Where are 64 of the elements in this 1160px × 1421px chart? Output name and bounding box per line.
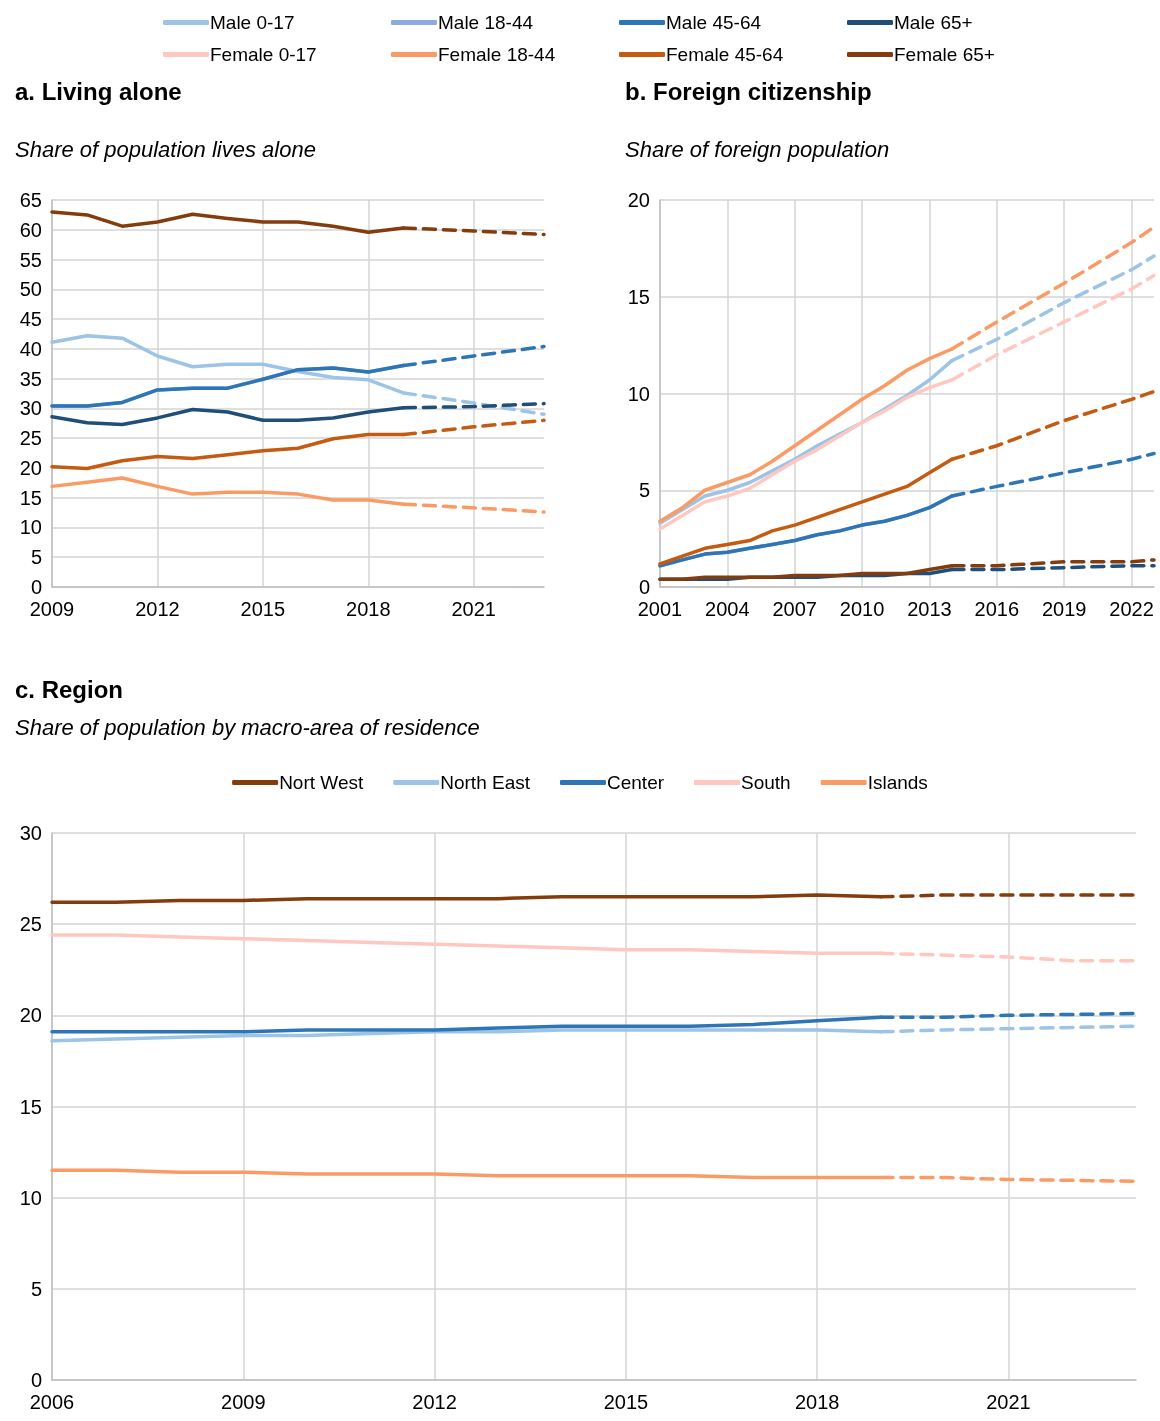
x-tick-label: 2018 [794, 1391, 840, 1413]
legend-label: South [741, 772, 791, 793]
x-tick-label: 2006 [29, 1391, 75, 1413]
chart-title: b. Foreign citizenship [625, 77, 872, 105]
y-tick-label: 15 [19, 1095, 42, 1118]
x-tick-label: 2012 [412, 1391, 457, 1413]
legend-label: Female 65+ [894, 44, 995, 65]
y-tick-label: 30 [19, 397, 42, 420]
x-tick-label: 2009 [29, 598, 75, 620]
y-tick-label: 45 [19, 308, 42, 331]
x-tick-label: 2012 [135, 598, 180, 620]
y-tick-label: 15 [19, 486, 42, 509]
y-tick-label: 0 [30, 576, 42, 598]
legend-label: Female 0-17 [210, 44, 317, 65]
x-tick-label: 2019 [1041, 598, 1087, 620]
y-tick-label: 65 [19, 189, 42, 211]
x-tick-label: 2016 [974, 598, 1020, 620]
x-tick-label: 2021 [986, 1391, 1031, 1413]
legend-label: Male 0-17 [210, 12, 295, 33]
x-tick-label: 2004 [705, 598, 750, 620]
y-tick-label: 50 [19, 278, 42, 301]
y-tick-label: 5 [30, 1277, 42, 1300]
chart-subtitle: Share of foreign population [625, 136, 890, 162]
y-tick-label: 5 [30, 546, 42, 569]
y-tick-label: 0 [638, 576, 650, 598]
y-tick-label: 20 [19, 456, 42, 479]
x-tick-label: 2015 [240, 598, 286, 620]
x-tick-label: 2001 [637, 598, 683, 620]
chart-subtitle: Share of population lives alone [15, 136, 316, 162]
legend-label: Male 18-44 [438, 12, 534, 33]
legend-label: North East [440, 772, 531, 793]
y-tick-label: 15 [627, 285, 650, 308]
x-tick-label: 2022 [1109, 598, 1154, 620]
chart-title: c. Region [15, 675, 124, 703]
y-tick-label: 20 [19, 1004, 42, 1027]
x-tick-label: 2009 [221, 1391, 266, 1413]
y-tick-label: 0 [30, 1369, 42, 1391]
x-tick-label: 2015 [603, 1391, 649, 1413]
y-tick-label: 25 [19, 427, 42, 450]
y-tick-label: 35 [19, 367, 42, 390]
legend-label: Male 65+ [894, 12, 973, 33]
y-tick-label: 25 [19, 913, 42, 936]
legend-label: Female 18-44 [438, 44, 556, 65]
x-tick-label: 2010 [839, 598, 885, 620]
y-tick-label: 10 [19, 1186, 42, 1209]
legend-label: Female 45-64 [666, 44, 784, 65]
legend-label: Male 45-64 [666, 12, 762, 33]
y-tick-label: 10 [627, 382, 650, 405]
x-tick-label: 2013 [907, 598, 952, 620]
x-tick-label: 2018 [346, 598, 391, 620]
y-tick-label: 40 [19, 337, 42, 360]
y-tick-label: 20 [627, 189, 650, 211]
x-tick-label: 2007 [772, 598, 817, 620]
y-tick-label: 55 [19, 248, 42, 271]
chart-title: a. Living alone [15, 77, 182, 105]
x-tick-label: 2021 [451, 598, 496, 620]
legend-label: Nort West [279, 772, 364, 793]
y-tick-label: 10 [19, 516, 42, 539]
chart-subtitle: Share of population by macro-area of residence [15, 714, 480, 740]
y-tick-label: 5 [638, 479, 650, 502]
legend-label: Islands [867, 772, 928, 793]
legend-label: Center [606, 772, 665, 793]
y-tick-label: 30 [19, 822, 42, 844]
y-tick-label: 60 [19, 218, 42, 241]
